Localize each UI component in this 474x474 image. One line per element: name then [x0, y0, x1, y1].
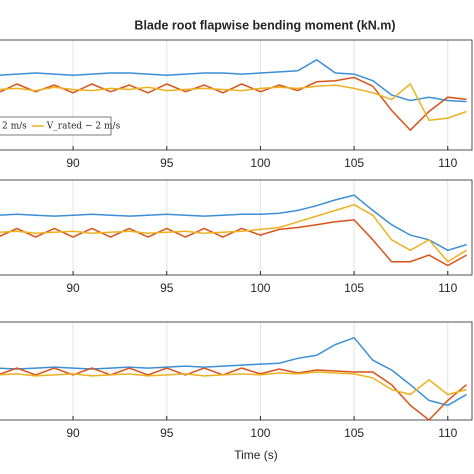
data-line — [0, 367, 467, 422]
x-tick-label: 110 — [438, 156, 457, 170]
data-line — [0, 58, 467, 103]
x-tick-label: 95 — [160, 281, 174, 295]
x-tick-label: 90 — [66, 156, 80, 170]
chart-title: Blade root flapwise bending moment (kN.m… — [134, 18, 395, 32]
data-line — [0, 76, 467, 132]
legend-label: 2 m/s — [2, 122, 27, 132]
legend-box — [0, 116, 112, 136]
legend-label: V_rated − 2 m/s — [46, 122, 121, 132]
data-line — [0, 219, 467, 267]
x-tick-label: 110 — [438, 426, 457, 440]
x-tick-label: 105 — [344, 281, 364, 295]
data-line — [0, 194, 467, 252]
data-line — [0, 371, 467, 396]
plot-frame — [0, 39, 473, 151]
x-tick-label: 100 — [250, 156, 270, 170]
x-tick-label: 95 — [160, 426, 174, 440]
x-tick-label: 90 — [66, 281, 80, 295]
data-line — [0, 336, 467, 407]
data-line — [0, 203, 467, 263]
x-tick-label: 105 — [344, 156, 364, 170]
x-tick-label: 100 — [250, 281, 270, 295]
plot-frame — [0, 179, 473, 276]
x-tick-label: 90 — [66, 426, 80, 440]
x-tick-label: 105 — [344, 426, 364, 440]
x-axis-label: Time (s) — [234, 448, 278, 462]
x-tick-label: 100 — [250, 426, 270, 440]
plot-frame — [0, 321, 473, 421]
data-line — [0, 82, 467, 122]
x-tick-label: 95 — [160, 156, 174, 170]
x-tick-label: 110 — [438, 281, 457, 295]
